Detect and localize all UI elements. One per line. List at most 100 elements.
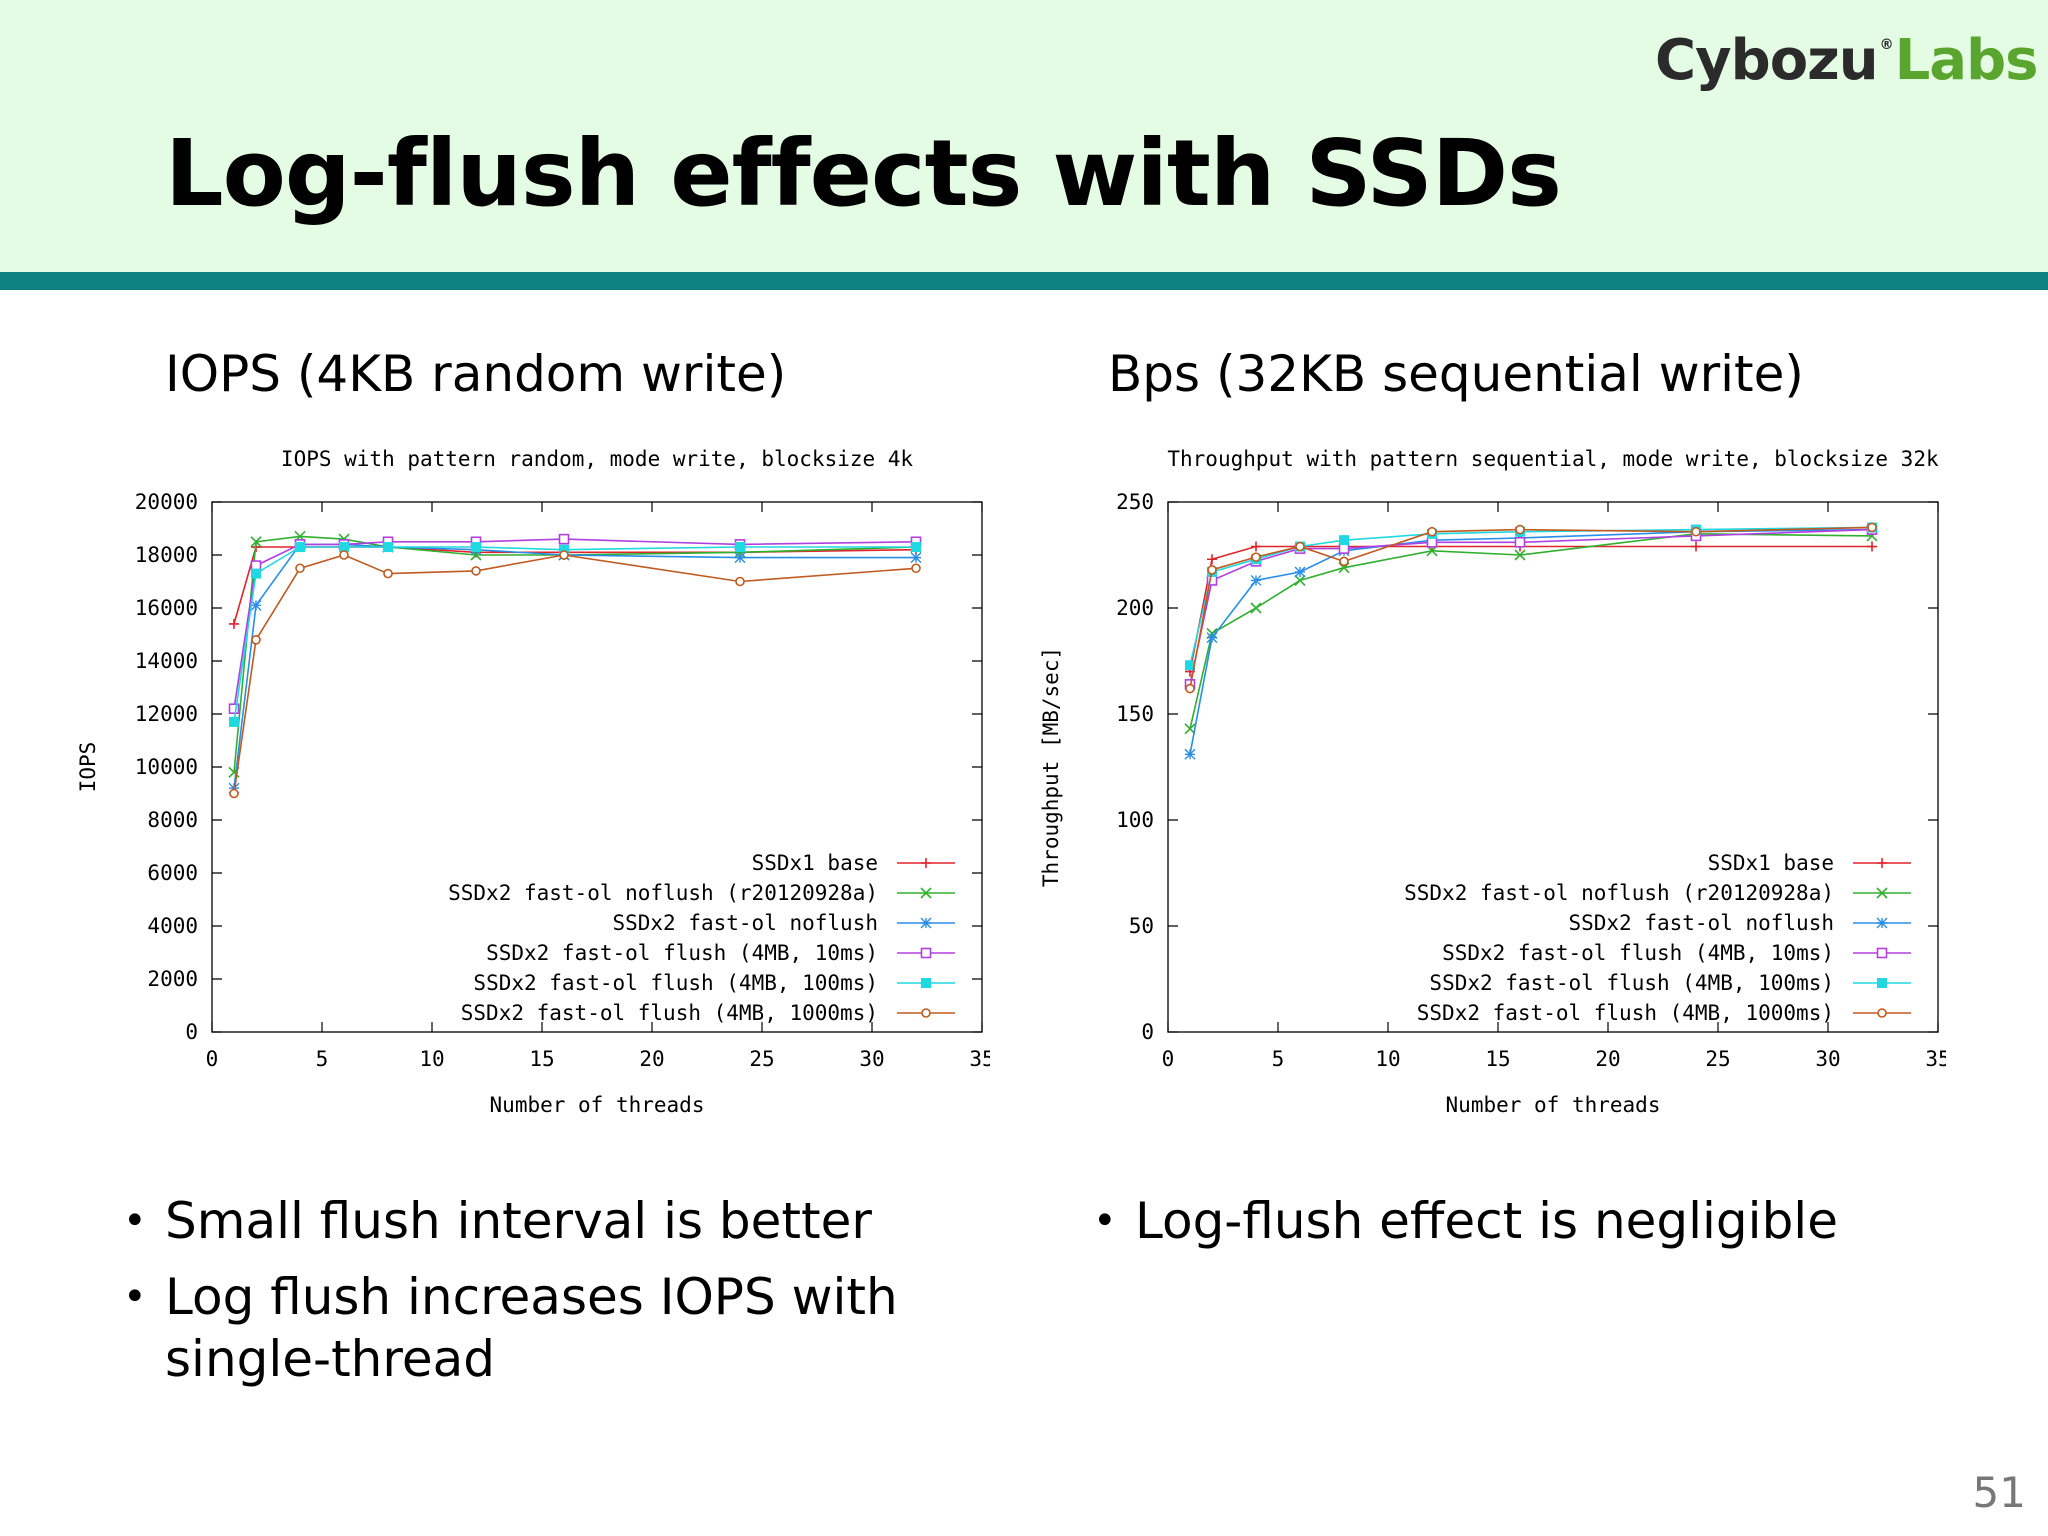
bullet-item: • Log flush increases IOPS with single-th… [123, 1266, 925, 1390]
right-subtitle: Bps (32KB sequential write) [1108, 345, 1804, 403]
chart-title: Throughput with pattern sequential, mode… [1167, 447, 1939, 471]
data-point [229, 618, 239, 629]
data-point [1207, 554, 1217, 565]
data-point [1250, 602, 1262, 614]
series-line [233, 535, 917, 773]
series-3 [228, 533, 922, 715]
data-point [1514, 549, 1526, 561]
y-axis-label: Throughput [MB/sec] [1039, 647, 1063, 887]
data-point [383, 542, 393, 553]
throughput-chart-svg: Throughput with pattern sequential, mode… [1039, 447, 1951, 1117]
legend-label: SSDx2 fast-ol flush (4MB, 10ms) [1442, 941, 1834, 965]
iops-chart-svg: IOPS with pattern random, mode write, bl… [76, 447, 995, 1117]
x-tick-label: 20 [1595, 1047, 1620, 1071]
series-line [233, 546, 916, 723]
iops-chart: IOPS with pattern random, mode write, bl… [60, 430, 995, 1150]
legend-label: SSDx2 fast-ol flush (4MB, 1000ms) [461, 1001, 878, 1025]
x-tick-label: 15 [1485, 1047, 1510, 1071]
legend-label: SSDx2 fast-ol noflush (r20120928a) [1404, 881, 1834, 905]
series-0 [1185, 541, 1877, 677]
x-axis-label: Number of threads [1446, 1093, 1661, 1117]
data-point [1250, 574, 1262, 586]
bullet-text: Small flush interval is better [165, 1192, 872, 1250]
logo-text-labs: Labs [1894, 28, 2039, 93]
bullet-dot: • [123, 1198, 147, 1244]
data-point [1867, 522, 1877, 533]
y-tick-label: 150 [1116, 702, 1154, 726]
data-point [1185, 683, 1195, 694]
series-1 [228, 530, 922, 778]
legend-label: SSDx2 fast-ol noflush [612, 911, 878, 935]
data-point [1251, 541, 1261, 552]
series-5 [1185, 522, 1877, 694]
y-tick-label: 20000 [135, 490, 198, 514]
legend-marker [921, 978, 931, 988]
legend-marker [921, 1008, 931, 1018]
data-point [1514, 536, 1526, 548]
legend-label: SSDx2 fast-ol flush (4MB, 100ms) [1429, 971, 1834, 995]
data-point [339, 542, 349, 553]
left-bullets: • Small flush interval is better • Log flu… [123, 1190, 925, 1404]
data-point [1184, 748, 1196, 760]
data-point [1338, 543, 1350, 554]
y-tick-label: 16000 [135, 596, 198, 620]
x-tick-label: 20 [639, 1047, 664, 1071]
y-tick-label: 6000 [147, 861, 198, 885]
y-axis-label: IOPS [76, 742, 100, 793]
y-tick-label: 14000 [135, 649, 198, 673]
logo-registered-mark: ® [1879, 37, 1894, 53]
bullet-dot: • [1093, 1198, 1117, 1244]
data-point [1339, 535, 1349, 546]
legend-marker [1876, 947, 1888, 959]
data-point [251, 635, 261, 645]
data-point [471, 542, 481, 553]
data-point [229, 788, 239, 799]
x-tick-label: 0 [206, 1047, 219, 1071]
data-point [559, 550, 569, 560]
left-subtitle: IOPS (4KB random write) [165, 345, 787, 403]
data-point [910, 552, 922, 564]
data-point [383, 568, 393, 579]
data-point [228, 703, 240, 715]
y-tick-label: 250 [1116, 490, 1154, 514]
y-tick-label: 0 [1141, 1020, 1154, 1044]
legend-marker [1877, 858, 1887, 868]
throughput-chart: Throughput with pattern sequential, mode… [1016, 430, 1951, 1150]
series-line [1189, 532, 1873, 729]
header-rule [0, 272, 2048, 290]
bullet-dot: • [123, 1274, 147, 1320]
data-point [1184, 723, 1196, 735]
y-tick-label: 50 [1129, 914, 1154, 938]
x-tick-label: 10 [1375, 1047, 1400, 1071]
y-tick-label: 10000 [135, 755, 198, 779]
series-2 [1184, 524, 1878, 760]
data-point [1867, 541, 1877, 552]
bullet-text: Log-flush effect is negligible [1135, 1192, 1838, 1250]
y-tick-label: 18000 [135, 543, 198, 567]
y-tick-label: 100 [1116, 808, 1154, 832]
data-point [1426, 536, 1438, 548]
data-point [1251, 552, 1261, 562]
legend-marker [920, 917, 932, 929]
series-line [1189, 528, 1873, 685]
data-point [471, 566, 481, 576]
slide-title: Log-flush effects with SSDs [165, 120, 1562, 227]
legend-label: SSDx2 fast-ol flush (4MB, 10ms) [486, 941, 878, 965]
y-tick-label: 2000 [147, 967, 198, 991]
x-tick-label: 0 [1162, 1047, 1175, 1071]
series-2 [228, 538, 922, 794]
data-point [250, 599, 262, 611]
x-tick-label: 5 [316, 1047, 329, 1071]
logo-text-cybozu: Cybozu [1655, 28, 1879, 93]
page-number: 51 [1972, 1468, 2026, 1517]
y-tick-label: 4000 [147, 914, 198, 938]
cybozu-labs-logo: Cybozu ®Labs [1655, 28, 2039, 98]
bullet-item: • Log-flush effect is negligible [1093, 1190, 1838, 1252]
legend-marker [1876, 887, 1888, 899]
series-line [233, 546, 917, 625]
data-point [559, 544, 569, 555]
legend-label: SSDx2 fast-ol flush (4MB, 1000ms) [1417, 1001, 1834, 1025]
plot-frame [1167, 501, 1939, 1033]
series-4 [1185, 522, 1877, 671]
x-tick-label: 30 [859, 1047, 884, 1071]
